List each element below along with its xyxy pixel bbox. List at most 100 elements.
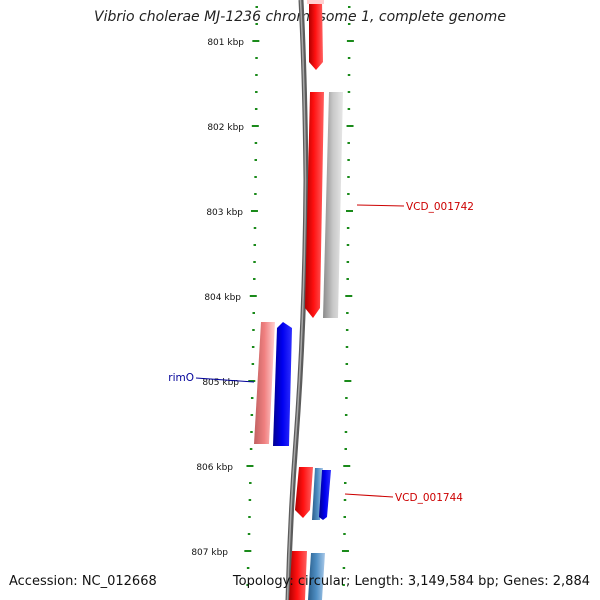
- minor-tick: [347, 57, 351, 59]
- minor-tick: [255, 57, 258, 59]
- major-tick: [346, 40, 354, 42]
- minor-tick: [343, 533, 346, 535]
- gene-feature[interactable]: [308, 553, 325, 600]
- minor-tick: [250, 397, 254, 399]
- gene-feature[interactable]: [254, 322, 275, 444]
- genome-summary-text: Topology: circular; Length: 3,149,584 bp…: [232, 574, 590, 589]
- minor-tick: [347, 6, 351, 8]
- minor-tick: [345, 329, 349, 331]
- gene-feature[interactable]: [309, 0, 323, 70]
- minor-tick: [255, 74, 258, 76]
- feature-label-vcd-001744[interactable]: VCD_001744: [395, 492, 463, 504]
- minor-tick: [255, 23, 258, 25]
- minor-tick: [254, 142, 258, 144]
- feature-labels: VCD_001742 rimO VCD_001744: [168, 201, 474, 504]
- minor-tick: [342, 567, 346, 569]
- minor-tick: [247, 533, 251, 535]
- minor-tick: [246, 567, 250, 569]
- major-tick: [244, 550, 252, 552]
- minor-tick: [343, 499, 347, 501]
- minor-tick: [254, 159, 258, 161]
- major-tick: [344, 380, 352, 382]
- minor-tick: [347, 159, 350, 161]
- minor-tick: [249, 448, 253, 450]
- minor-tick: [344, 482, 347, 484]
- tick-label-803: 803 kbp: [206, 208, 243, 218]
- tick-label-807: 807 kbp: [191, 548, 228, 558]
- minor-tick: [345, 346, 349, 348]
- minor-tick: [345, 363, 349, 365]
- minor-tick: [346, 312, 349, 314]
- major-tick: [341, 550, 349, 552]
- major-tick: [250, 210, 258, 212]
- gene-feature[interactable]: [295, 467, 313, 518]
- inner-tick-ruler: [244, 6, 260, 586]
- tick-labels: 801 kbp 802 kbp 803 kbp 804 kbp 805 kbp …: [191, 38, 244, 558]
- minor-tick: [246, 584, 249, 586]
- minor-tick: [251, 363, 255, 365]
- major-tick: [343, 465, 351, 467]
- minor-tick: [343, 516, 346, 518]
- label-leader: [344, 493, 394, 498]
- tick-label-806: 806 kbp: [196, 463, 233, 473]
- outer-tick-ruler: [341, 6, 354, 586]
- gene-feature-edge: [307, 0, 324, 4]
- minor-tick: [346, 261, 350, 263]
- tick-label-805: 805 kbp: [202, 378, 239, 388]
- minor-tick: [252, 312, 255, 314]
- minor-tick: [342, 584, 345, 586]
- minor-tick: [345, 397, 348, 399]
- minor-tick: [248, 499, 252, 501]
- feature-label-rimO[interactable]: rimO: [168, 372, 194, 384]
- minor-tick: [252, 329, 255, 331]
- minor-tick: [253, 261, 256, 263]
- major-tick: [248, 380, 256, 382]
- minor-tick: [344, 431, 348, 433]
- gene-features: [254, 0, 343, 600]
- accession-text: Accession: NC_012668: [9, 574, 157, 589]
- minor-tick: [254, 193, 257, 195]
- minor-tick: [346, 227, 350, 229]
- gene-feature[interactable]: [289, 551, 307, 600]
- feature-label-vcd-001742[interactable]: VCD_001742: [406, 201, 474, 213]
- major-tick: [345, 210, 353, 212]
- tick-label-802: 802 kbp: [207, 123, 244, 133]
- minor-tick: [347, 142, 350, 144]
- minor-tick: [347, 193, 350, 195]
- minor-tick: [346, 244, 350, 246]
- minor-tick: [344, 414, 348, 416]
- gene-feature-vcd-001742[interactable]: [323, 92, 343, 318]
- tick-label-801: 801 kbp: [207, 38, 244, 48]
- minor-tick: [255, 91, 258, 93]
- minor-tick: [255, 6, 258, 8]
- gene-feature[interactable]: [305, 92, 324, 318]
- minor-tick: [249, 482, 252, 484]
- minor-tick: [347, 176, 350, 178]
- backbone-highlight: [286, 0, 307, 600]
- minor-tick: [254, 176, 257, 178]
- minor-tick: [250, 431, 253, 433]
- minor-tick: [253, 244, 257, 246]
- label-leader: [356, 204, 405, 207]
- major-tick: [246, 465, 254, 467]
- minor-tick: [251, 346, 255, 348]
- minor-tick: [248, 516, 251, 518]
- minor-tick: [254, 108, 258, 110]
- gene-feature-vcd-001744[interactable]: [319, 470, 331, 520]
- minor-tick: [347, 23, 351, 25]
- minor-tick: [253, 227, 257, 229]
- label-leader: [195, 377, 255, 383]
- minor-tick: [250, 414, 254, 416]
- minor-tick: [347, 74, 351, 76]
- minor-tick: [346, 278, 349, 280]
- gene-feature-rimO[interactable]: [273, 322, 292, 446]
- major-tick: [346, 125, 354, 127]
- tick-label-804: 804 kbp: [204, 293, 241, 303]
- minor-tick: [347, 108, 351, 110]
- minor-tick: [344, 448, 347, 450]
- major-tick: [249, 295, 257, 297]
- major-tick: [252, 40, 260, 42]
- major-tick: [251, 125, 259, 127]
